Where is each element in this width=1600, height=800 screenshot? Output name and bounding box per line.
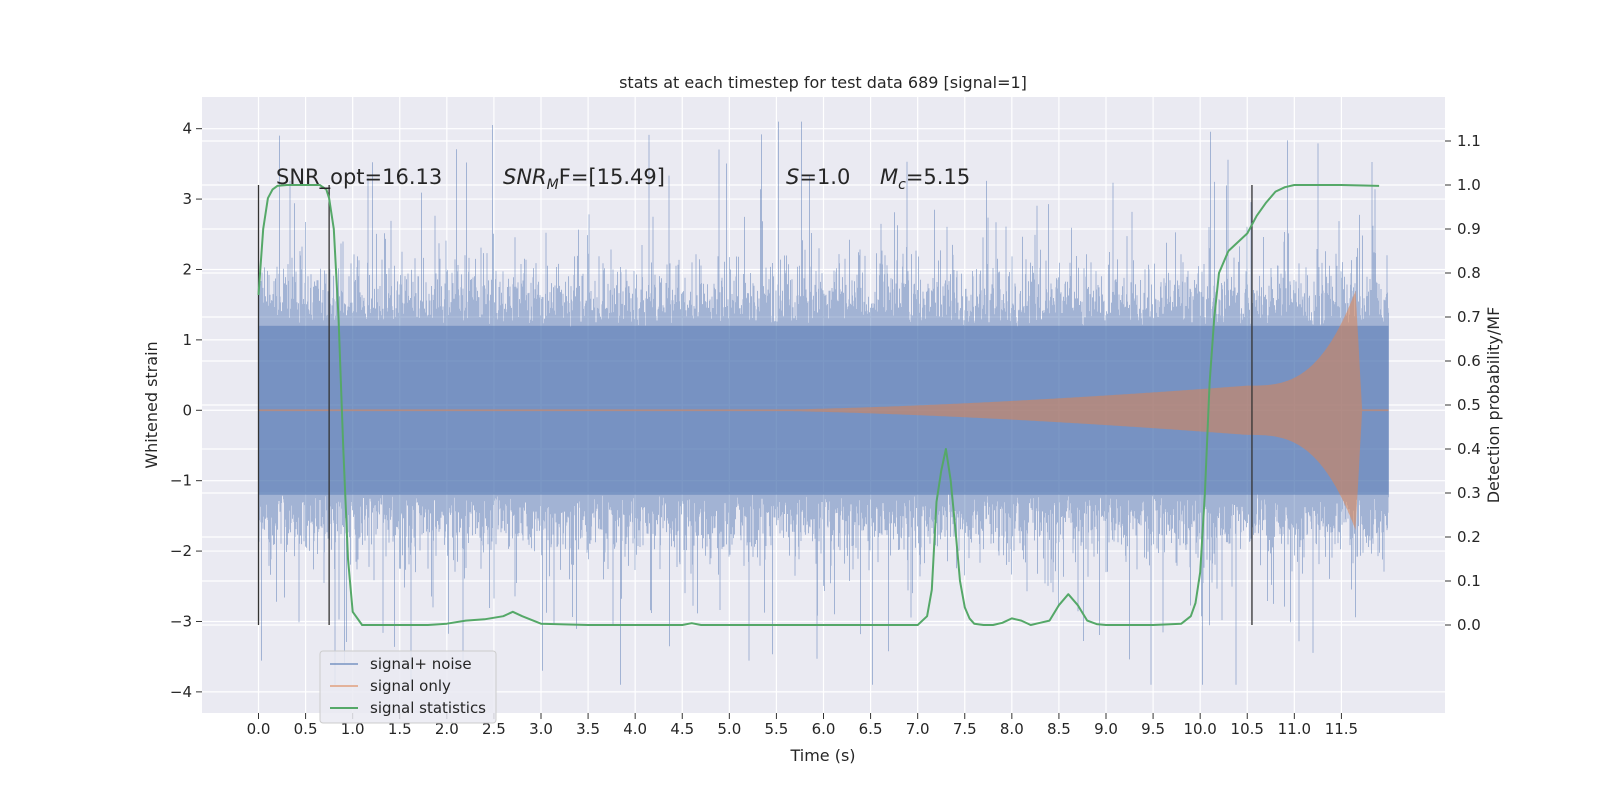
annotation-mc-symbol: M	[880, 165, 898, 189]
annotation-snr-mf: SNRMF=[15.49]	[503, 165, 665, 193]
annotation-mc-sub: c	[898, 177, 906, 193]
y2-tick-label: 0.2	[1457, 528, 1481, 546]
axis-ticks: 0.0 0.5 1.0 1.5 2.0 2.5 3.0 3.5 4.0 4.5 5.0 5.5 6.0 6…	[170, 120, 1481, 738]
y-tick-label: −4	[170, 683, 192, 701]
y-axis-label: Whitened strain	[142, 341, 161, 468]
x-tick-label: 10.5	[1231, 720, 1264, 738]
x-tick-label: 2.5	[482, 720, 506, 738]
x-tick-label: 10.0	[1183, 720, 1216, 738]
y2-tick-label: 1.0	[1457, 176, 1481, 194]
legend-label-signal-only: signal only	[370, 677, 451, 695]
y2-axis-label: Detection probability/MF	[1484, 307, 1503, 504]
annotation-snr-mf-sub: M	[547, 177, 559, 193]
y2-tick-label: 0.6	[1457, 352, 1481, 370]
x-tick-label: 11.5	[1325, 720, 1358, 738]
x-tick-label: 0.0	[247, 720, 271, 738]
y2-tick-label: 0.5	[1457, 396, 1481, 414]
x-tick-label: 1.0	[341, 720, 365, 738]
y-tick-label: −3	[170, 612, 192, 630]
y2-tick-label: 0.1	[1457, 572, 1481, 590]
annotation-snr-opt: SNR_opt=16.13	[276, 165, 442, 190]
y-tick-label: −2	[170, 542, 192, 560]
x-axis-label: Time (s)	[789, 746, 855, 765]
x-tick-label: 9.0	[1094, 720, 1118, 738]
y2-tick-label: 1.1	[1457, 132, 1481, 150]
x-tick-label: 3.0	[529, 720, 553, 738]
x-tick-label: 7.5	[953, 720, 977, 738]
signal-statistics-line	[257, 184, 1380, 626]
y2-tick-label: 0.4	[1457, 440, 1481, 458]
y-tick-label: −1	[170, 472, 192, 490]
signal-only-envelope	[258, 290, 1389, 530]
annotation-s-symbol: S	[786, 165, 799, 189]
y-tick-label: 2	[182, 260, 192, 278]
annotation-snr-mf-main: SNR	[503, 165, 547, 189]
annotation-mc: Mc=5.15	[880, 165, 970, 193]
y-tick-label: 4	[182, 120, 192, 138]
legend-label-signal-noise: signal+ noise	[370, 655, 472, 673]
x-tick-label: 5.0	[717, 720, 741, 738]
legend-box	[319, 650, 497, 724]
legend: signal+ noise signal only signal statist…	[319, 650, 497, 724]
x-tick-label: 11.0	[1278, 720, 1311, 738]
x-tick-label: 1.5	[388, 720, 412, 738]
y-tick-label: 0	[182, 401, 192, 419]
x-tick-label: 7.0	[906, 720, 930, 738]
legend-label-signal-statistics: signal statistics	[370, 699, 486, 717]
x-tick-label: 8.5	[1047, 720, 1071, 738]
vertical-markers	[257, 185, 1253, 625]
x-tick-label: 6.0	[812, 720, 836, 738]
y2-tick-label: 0.0	[1457, 616, 1481, 634]
y2-tick-label: 0.9	[1457, 220, 1481, 238]
y2-tick-label: 0.3	[1457, 484, 1481, 502]
x-tick-label: 0.5	[294, 720, 318, 738]
chart-title: stats at each timestep for test data 689…	[619, 73, 1027, 92]
annotation-mc-value: =5.15	[906, 165, 970, 189]
annotation-s: S=1.0	[786, 165, 850, 189]
annotation-s-value: =1.0	[799, 165, 850, 189]
y2-tick-label: 0.8	[1457, 264, 1481, 282]
x-tick-label: 9.5	[1141, 720, 1165, 738]
x-tick-label: 5.5	[764, 720, 788, 738]
series-signal-only	[258, 290, 1389, 530]
annotation-snr-mf-value: F=[15.49]	[559, 165, 665, 189]
series-signal-statistics	[257, 184, 1380, 626]
x-tick-label: 6.5	[859, 720, 883, 738]
x-tick-label: 2.0	[435, 720, 459, 738]
y-tick-label: 3	[182, 190, 192, 208]
x-tick-label: 4.5	[670, 720, 694, 738]
y2-tick-label: 0.7	[1457, 308, 1481, 326]
x-tick-label: 3.5	[576, 720, 600, 738]
y-tick-label: 1	[182, 331, 192, 349]
annotations: SNR_opt=16.13 SNRMF=[15.49] S=1.0 Mc=5.1…	[276, 165, 970, 193]
x-tick-label: 4.0	[623, 720, 647, 738]
x-tick-label: 8.0	[1000, 720, 1024, 738]
